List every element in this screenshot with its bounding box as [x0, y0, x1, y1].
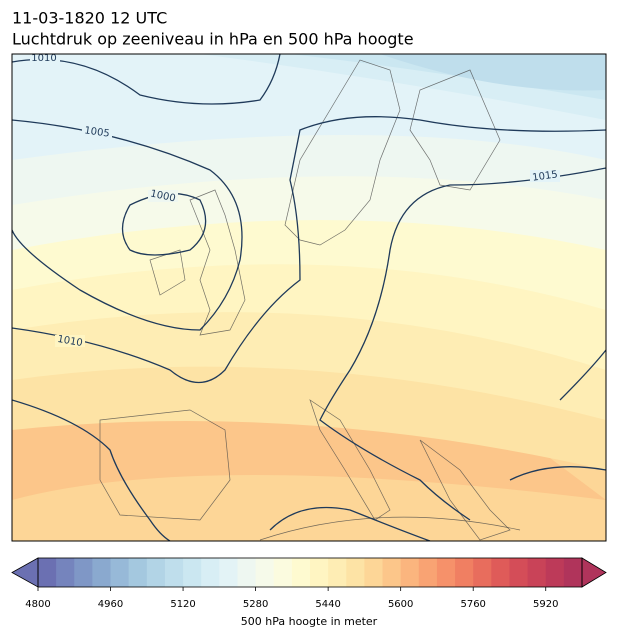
label-bg	[30, 54, 60, 64]
colorbar-swatch	[418, 558, 438, 587]
colorbar-swatch	[364, 558, 384, 587]
colorbar-swatch	[38, 558, 57, 587]
colorbar-swatch	[92, 558, 112, 587]
colorbar-swatch	[491, 558, 510, 587]
label-bg	[148, 190, 178, 202]
isobar-label: 1005	[84, 125, 111, 139]
label-bg	[55, 335, 85, 347]
colorbar-swatch	[128, 558, 148, 587]
isobar	[12, 116, 606, 383]
colorbar-tick-label: 4800	[25, 599, 50, 610]
colorbar-swatch	[545, 558, 565, 587]
colorbar-frame	[37, 557, 583, 588]
subtitle: Luchtdruk op zeeniveau in hPa en 500 hPa…	[12, 30, 414, 49]
coastline	[419, 439, 511, 541]
isobar-label: 1010	[31, 53, 56, 64]
colorbar-swatch	[146, 558, 166, 587]
coastline	[99, 409, 231, 521]
isobar-label: 1015	[532, 169, 559, 183]
colorbar-swatch	[255, 558, 275, 587]
label-bg	[530, 170, 560, 182]
colorbar-swatch	[201, 558, 220, 587]
colorbar-label: 500 hPa hoogte in meter	[241, 615, 378, 628]
colorbar-swatch	[56, 558, 75, 587]
isobar	[319, 167, 606, 521]
colorbar-swatch	[183, 558, 202, 587]
isobar	[509, 466, 606, 481]
coastline	[259, 516, 521, 541]
coastline	[189, 189, 246, 336]
colorbar-swatch	[291, 558, 311, 587]
band	[380, 54, 606, 91]
map: 1010 1005 1000 1015 1010	[12, 53, 606, 541]
colorbar-swatch	[346, 558, 365, 587]
colorbar-tick-label: 5920	[533, 599, 558, 610]
coastline	[409, 69, 501, 191]
colorbar-swatch	[382, 558, 402, 587]
colorbar-swatch	[237, 558, 257, 587]
isobar	[12, 119, 243, 331]
isobar	[559, 349, 606, 401]
colorbar-extend-low	[11, 557, 39, 588]
isobar	[12, 399, 171, 541]
isobar-label: 1000	[149, 188, 176, 204]
colorbar-swatch	[110, 558, 130, 587]
colorbar-swatch	[455, 558, 474, 587]
colorbar-swatch	[219, 558, 238, 587]
coastline	[309, 399, 391, 521]
isobar	[12, 54, 281, 105]
colorbar-swatch	[328, 558, 347, 587]
colorbar-swatch	[273, 558, 293, 587]
isobar	[269, 506, 431, 541]
label-bg	[82, 126, 112, 138]
colorbar-swatch	[310, 558, 329, 587]
colorbar-swatch	[563, 558, 583, 587]
colorbar-tick-label: 4960	[98, 599, 123, 610]
colorbar-swatch	[74, 558, 93, 587]
colorbar-tick-label: 5280	[243, 599, 268, 610]
title: 11-03-1820 12 UTC	[12, 9, 167, 28]
map-frame	[11, 53, 607, 542]
isobar-labels: 1010 1005 1000 1015 1010	[30, 53, 560, 349]
colorbar-tick-label: 5760	[460, 599, 485, 610]
coastline	[284, 59, 401, 246]
colorbar-swatch	[164, 558, 184, 587]
colorbar-swatch	[509, 558, 529, 587]
colorbar-swatch	[527, 558, 547, 587]
colorbar-swatch	[400, 558, 420, 587]
isobar-label: 1010	[56, 334, 83, 349]
colorbar-swatch	[436, 558, 456, 587]
colorbar-tick-label: 5120	[170, 599, 195, 610]
colorbar-tick-label: 5440	[315, 599, 340, 610]
colorbar-swatch	[473, 558, 492, 587]
colorbar-tick-label: 5600	[388, 599, 413, 610]
colorbar-extend-high	[581, 557, 607, 588]
